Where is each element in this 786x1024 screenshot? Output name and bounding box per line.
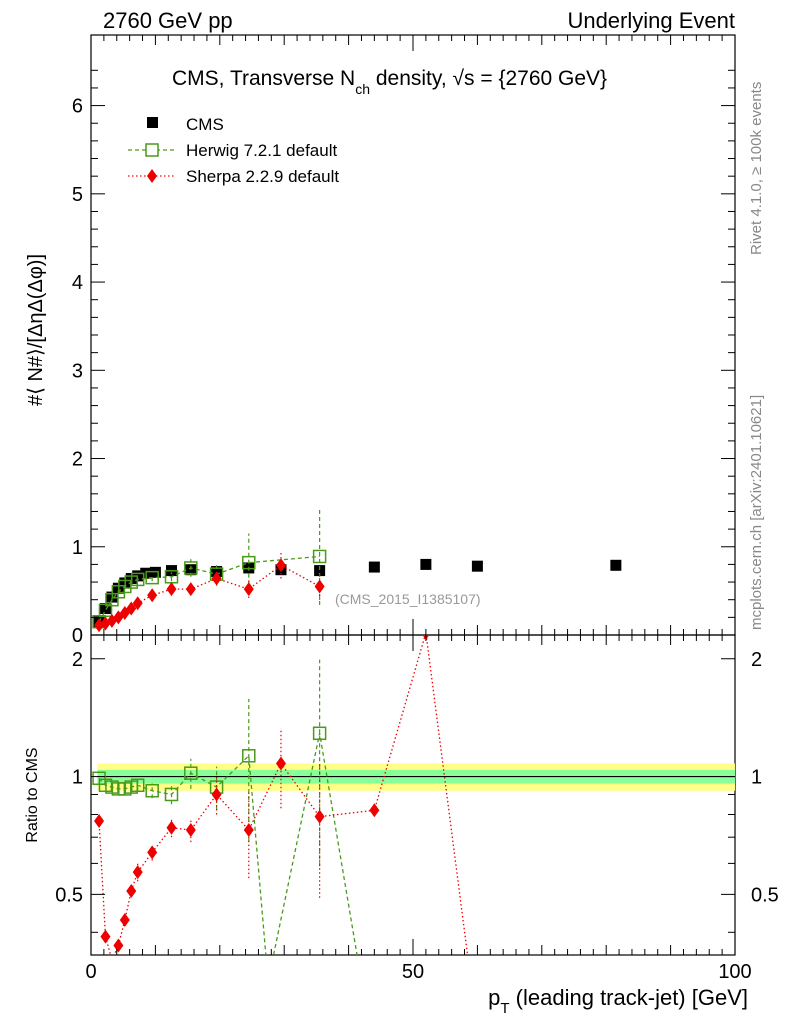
- main-axis-ticks: 0 1 2 3 4 5 6: [72, 35, 736, 647]
- ratio-y-axis-label: Ratio to CMS: [24, 747, 41, 842]
- sherpa-ratio-point: [243, 823, 254, 838]
- sherpa-point: [211, 571, 222, 586]
- sherpa-point: [275, 558, 286, 573]
- cms-point: [610, 559, 622, 571]
- title-subscript: ch: [355, 81, 370, 97]
- ratio-series-layer: [92, 635, 469, 955]
- title-sqrt-s: √s: [453, 67, 475, 90]
- herwig-ratio-point: [130, 778, 145, 793]
- herwig-point: [184, 561, 198, 575]
- sherpa-ratio-point: [166, 820, 177, 835]
- x-tick-labels: 0 50 100: [85, 961, 751, 983]
- title-part-2: density,: [370, 67, 452, 90]
- cms-point: [99, 603, 111, 615]
- ratio-plot-frame: [90, 634, 736, 956]
- sherpa-ratio-point: [211, 787, 222, 802]
- legend-marker-herwig: [145, 143, 159, 157]
- main-y-tick-label: 2: [72, 449, 83, 471]
- ratio-y-tick-label-right: 1: [751, 767, 762, 789]
- analysis-tag: (CMS_2015_I1385107): [335, 591, 481, 607]
- sherpa-ratio-point: [126, 884, 137, 899]
- ratio-y-tick-label: 2: [72, 649, 83, 671]
- ratio-y-tick-label: 1: [72, 767, 83, 789]
- sherpa-ratio-point: [314, 809, 325, 824]
- title-part-1: CMS, Transverse N: [172, 67, 355, 90]
- herwig-ratio-point: [145, 783, 159, 798]
- main-y-tick-label: 1: [72, 537, 83, 559]
- main-y-tick-label: 5: [72, 184, 83, 206]
- sherpa-ratio-point: [132, 865, 143, 880]
- sherpa-point: [94, 618, 105, 633]
- legend-label-cms: CMS: [186, 115, 224, 134]
- sherpa-point: [126, 601, 137, 616]
- herwig-ratio-point: [242, 749, 256, 763]
- herwig-point: [242, 555, 256, 570]
- main-y-tick-label: 0: [72, 625, 83, 647]
- main-y-tick-label: 6: [72, 96, 83, 118]
- title-part-3: = {2760 GeV}: [475, 67, 608, 90]
- legend-label-herwig: Herwig 7.2.1 default: [186, 141, 337, 160]
- main-y-axis-label: #⟨ N#⟩/[ΔηΔ(Δφ)]: [25, 254, 47, 406]
- header-left: 2760 GeV pp: [103, 8, 233, 33]
- ratio-y-tick-label-right: 2: [751, 649, 762, 671]
- sherpa-point: [166, 582, 177, 597]
- sherpa-ratio-point: [369, 803, 380, 818]
- herwig-ratio-point: [312, 726, 327, 741]
- legend-marker-cms: [147, 117, 158, 128]
- main-y-tick-label: 4: [72, 272, 83, 294]
- mcplots-label: mcplots.cern.ch [arXiv:2401.10621]: [748, 395, 765, 630]
- x-axis-label: pT (leading track-jet) [GeV]: [488, 985, 748, 1017]
- sherpa-ratio-point: [275, 756, 286, 771]
- herwig-point: [130, 572, 145, 587]
- x-tick-label: 0: [85, 961, 96, 983]
- ratio-y-tick-label: 0.5: [55, 884, 83, 906]
- x-axis-label-rest: (leading track-jet) [GeV]: [510, 985, 748, 1010]
- sherpa-point: [147, 588, 158, 603]
- cms-point: [211, 565, 223, 577]
- cms-point: [314, 565, 326, 577]
- sherpa-point: [185, 582, 196, 597]
- sherpa-ratio-point: [119, 913, 130, 928]
- sherpa-point: [132, 596, 143, 611]
- x-axis-label-subscript: T: [500, 1000, 509, 1017]
- main-data-layer: [92, 507, 622, 633]
- sherpa-ratio-point: [185, 823, 196, 838]
- legend-marker-sherpa: [147, 169, 157, 183]
- legend: CMS Herwig 7.2.1 default Sherpa 2.2.9 de…: [128, 115, 339, 186]
- main-y-tick-label: 3: [72, 360, 83, 382]
- sherpa-ratio-point: [147, 845, 158, 860]
- x-tick-label: 50: [402, 961, 424, 983]
- cms-point: [368, 561, 380, 573]
- cms-point: [420, 558, 432, 570]
- header-right: Underlying Event: [567, 8, 735, 33]
- ratio-axis-ticks: 0.5 0.5 1 1 2 2: [55, 635, 779, 955]
- x-axis-label-p: p: [488, 985, 500, 1010]
- sherpa-point: [314, 579, 325, 594]
- herwig-ratio-point: [164, 787, 179, 802]
- rivet-version-label: Rivet 4.1.0, ≥ 100k events: [748, 82, 765, 255]
- herwig-point: [145, 570, 159, 585]
- chart-title: CMS, Transverse Nch density, √s = {2760 …: [172, 67, 607, 97]
- sherpa-ratio-point: [94, 813, 105, 828]
- ratio-data-layer: [92, 635, 735, 955]
- sherpa-main-line: [98, 564, 320, 626]
- ratio-panel: 0.5 0.5 1 1 2 2 Ratio to CMS: [24, 634, 779, 956]
- main-panel: 0 1 2 3 4 5 6 CMS, Transverse Nch density, √s …: [25, 34, 736, 647]
- sherpa-ratio-line: [98, 635, 469, 955]
- herwig-ratio-point: [184, 766, 198, 780]
- sherpa-ratio-point: [100, 929, 111, 944]
- sherpa-ratio-point: [113, 938, 124, 953]
- x-tick-label: 100: [718, 961, 751, 983]
- ratio-y-tick-label-right: 0.5: [751, 884, 779, 906]
- herwig-point: [312, 549, 327, 564]
- legend-label-sherpa: Sherpa 2.2.9 default: [186, 167, 339, 186]
- sherpa-point: [243, 582, 254, 597]
- cms-point: [471, 560, 483, 572]
